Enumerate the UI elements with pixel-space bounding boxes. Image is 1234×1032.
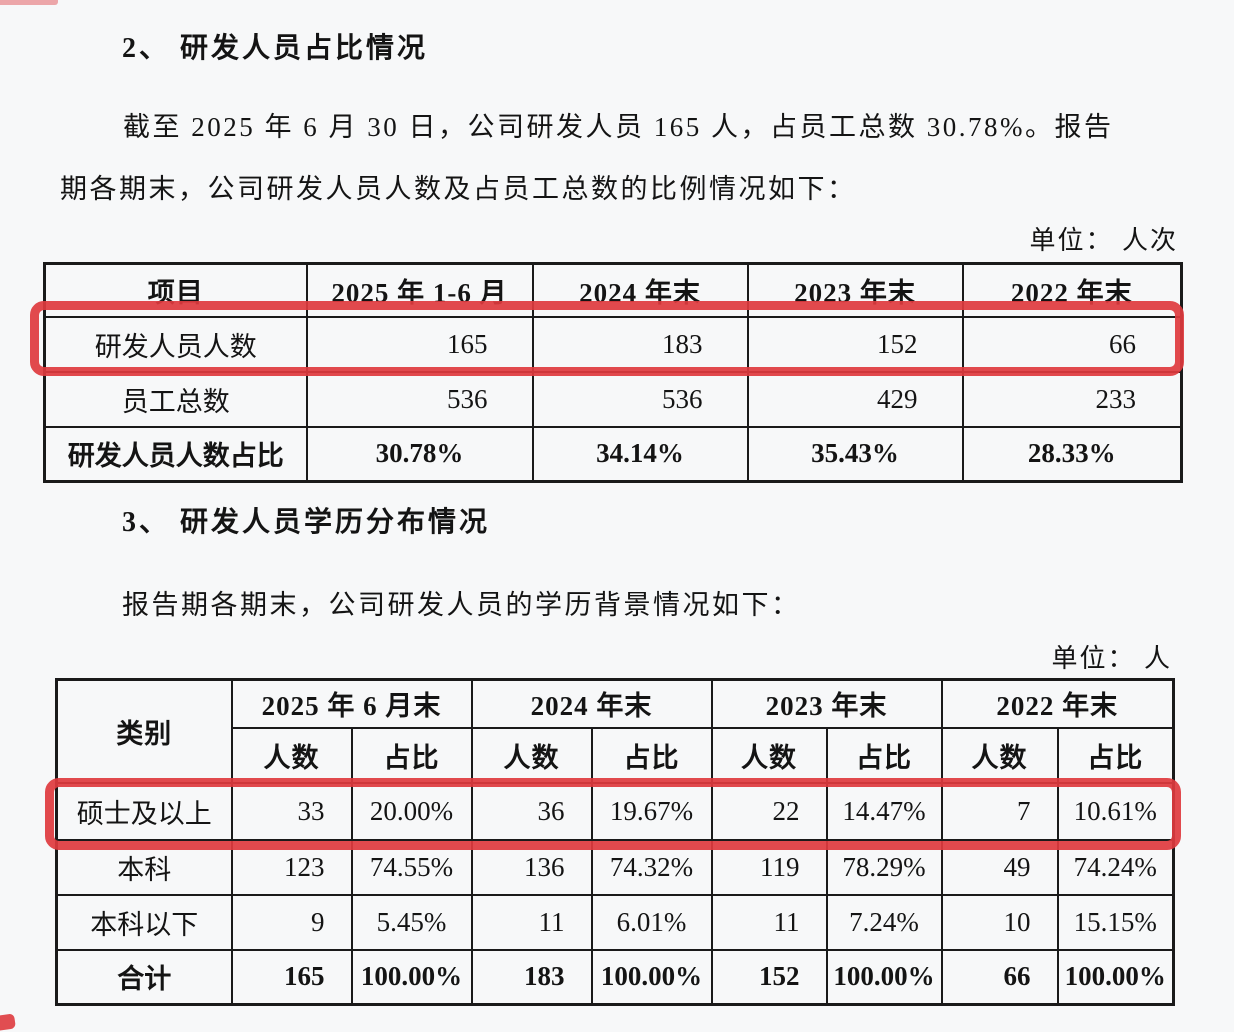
rd-education-table: 类别 2025 年 6 月末 2024 年末 2023 年末 2022 年末 人…	[55, 678, 1175, 1006]
subheader-ratio: 占比	[1056, 726, 1175, 784]
table-cell: 66	[940, 948, 1059, 1006]
col-header-2025h1: 2025 年 1-6 月	[305, 262, 534, 318]
table-cell: 100.00%	[590, 948, 713, 1006]
col-header-2024: 2024 年末	[531, 262, 749, 318]
table-cell: 7	[940, 781, 1059, 841]
section2-heading: 2、 研发人员占比情况	[122, 33, 429, 64]
unit-label-headcount: 单位： 人次	[1029, 226, 1178, 255]
table-cell: 22	[710, 781, 828, 841]
table-cell: 233	[961, 370, 1183, 428]
row-label: 本科	[55, 838, 233, 896]
table-cell: 119	[710, 838, 828, 896]
table-cell: 123	[230, 838, 353, 896]
table-cell: 9	[230, 893, 353, 951]
table-cell: 11	[470, 893, 593, 951]
period-header-2024: 2024 年末	[470, 678, 713, 729]
table-header-row-periods: 类别 2025 年 6 月末 2024 年末 2023 年末 2022 年末	[55, 678, 1175, 784]
table-header-row: 项目 2025 年 1-6 月 2024 年末 2023 年末 2022 年末	[43, 262, 1183, 318]
row-label: 研发人员人数	[43, 315, 308, 373]
table-row-total-staff: 员工总数 536 536 429 233	[43, 370, 1183, 428]
subheader-ratio: 占比	[350, 726, 473, 784]
table-cell: 33	[230, 781, 353, 841]
table-cell: 19.67%	[590, 781, 713, 841]
subheader-count: 人数	[230, 726, 353, 784]
row-label: 硕士及以上	[55, 781, 233, 841]
table-cell: 136	[470, 838, 593, 896]
table-cell: 74.32%	[590, 838, 713, 896]
paragraph-line: 截至 2025 年 6 月 30 日，公司研发人员 165 人，占员工总数 30…	[123, 112, 1114, 142]
table-cell: 183	[470, 948, 593, 1006]
table-cell: 152	[746, 315, 964, 373]
table-cell: 7.24%	[825, 893, 943, 951]
table-cell: 66	[961, 315, 1183, 373]
table-cell: 36	[470, 781, 593, 841]
table-row-below-bachelor: 本科以下 9 5.45% 11 6.01% 11 7.24% 10 15.15%	[55, 893, 1175, 951]
table-cell: 30.78%	[305, 425, 534, 483]
period-header-2022: 2022 年末	[940, 678, 1175, 729]
table-cell: 49	[940, 838, 1059, 896]
table-cell: 536	[531, 370, 749, 428]
period-header-2023: 2023 年末	[710, 678, 943, 729]
table-cell: 35.43%	[746, 425, 964, 483]
subheader-ratio: 占比	[590, 726, 713, 784]
row-label: 本科以下	[55, 893, 233, 951]
table-cell: 5.45%	[350, 893, 473, 951]
table-cell: 100.00%	[350, 948, 473, 1006]
col-header-item: 项目	[43, 262, 308, 318]
table-cell: 74.24%	[1056, 838, 1175, 896]
table-row-total: 合计 165 100.00% 183 100.00% 152 100.00% 6…	[55, 948, 1175, 1006]
table-cell: 34.14%	[531, 425, 749, 483]
row-label: 合计	[55, 948, 233, 1006]
section3-heading: 3、 研发人员学历分布情况	[122, 507, 491, 538]
paragraph-line: 期各期末，公司研发人员人数及占员工总数的比例情况如下：	[60, 174, 857, 204]
table-cell: 78.29%	[825, 838, 943, 896]
col-header-2023: 2023 年末	[746, 262, 964, 318]
col-header-2022: 2022 年末	[961, 262, 1183, 318]
row-label: 员工总数	[43, 370, 308, 428]
red-annotation-fragment-top	[0, 0, 58, 5]
table-cell: 6.01%	[590, 893, 713, 951]
subheader-count: 人数	[940, 726, 1059, 784]
subheader-count: 人数	[470, 726, 593, 784]
row-label: 研发人员人数占比	[43, 425, 308, 483]
table-cell: 11	[710, 893, 828, 951]
table-cell: 15.15%	[1056, 893, 1175, 951]
subheader-ratio: 占比	[825, 726, 943, 784]
table-row-rd-headcount: 研发人员人数 165 183 152 66	[43, 315, 1183, 373]
table-cell: 183	[531, 315, 749, 373]
section2-paragraph: 截至 2025 年 6 月 30 日，公司研发人员 165 人，占员工总数 30…	[60, 96, 1190, 220]
table-cell: 10.61%	[1056, 781, 1175, 841]
table-cell: 429	[746, 370, 964, 428]
period-header-2025jun: 2025 年 6 月末	[230, 678, 473, 729]
table-row-rd-ratio: 研发人员人数占比 30.78% 34.14% 35.43% 28.33%	[43, 425, 1183, 483]
table-cell: 14.47%	[825, 781, 943, 841]
table-cell: 536	[305, 370, 534, 428]
unit-label-education: 单位： 人	[1051, 644, 1172, 673]
table-cell: 165	[230, 948, 353, 1006]
red-annotation-fragment-bottom	[0, 1013, 16, 1032]
table-cell: 100.00%	[1056, 948, 1175, 1006]
table-cell: 100.00%	[825, 948, 943, 1006]
table-cell: 20.00%	[350, 781, 473, 841]
corner-header-category: 类别	[55, 678, 233, 784]
table-cell: 165	[305, 315, 534, 373]
rd-headcount-table: 项目 2025 年 1-6 月 2024 年末 2023 年末 2022 年末 …	[43, 262, 1183, 483]
table-row-bachelor: 本科 123 74.55% 136 74.32% 119 78.29% 49 7…	[55, 838, 1175, 896]
table-cell: 28.33%	[961, 425, 1183, 483]
table-cell: 152	[710, 948, 828, 1006]
section3-paragraph: 报告期各期末，公司研发人员的学历背景情况如下：	[122, 590, 801, 620]
table-row-masters: 硕士及以上 33 20.00% 36 19.67% 22 14.47% 7 10…	[55, 781, 1175, 841]
subheader-count: 人数	[710, 726, 828, 784]
table-cell: 10	[940, 893, 1059, 951]
table-cell: 74.55%	[350, 838, 473, 896]
